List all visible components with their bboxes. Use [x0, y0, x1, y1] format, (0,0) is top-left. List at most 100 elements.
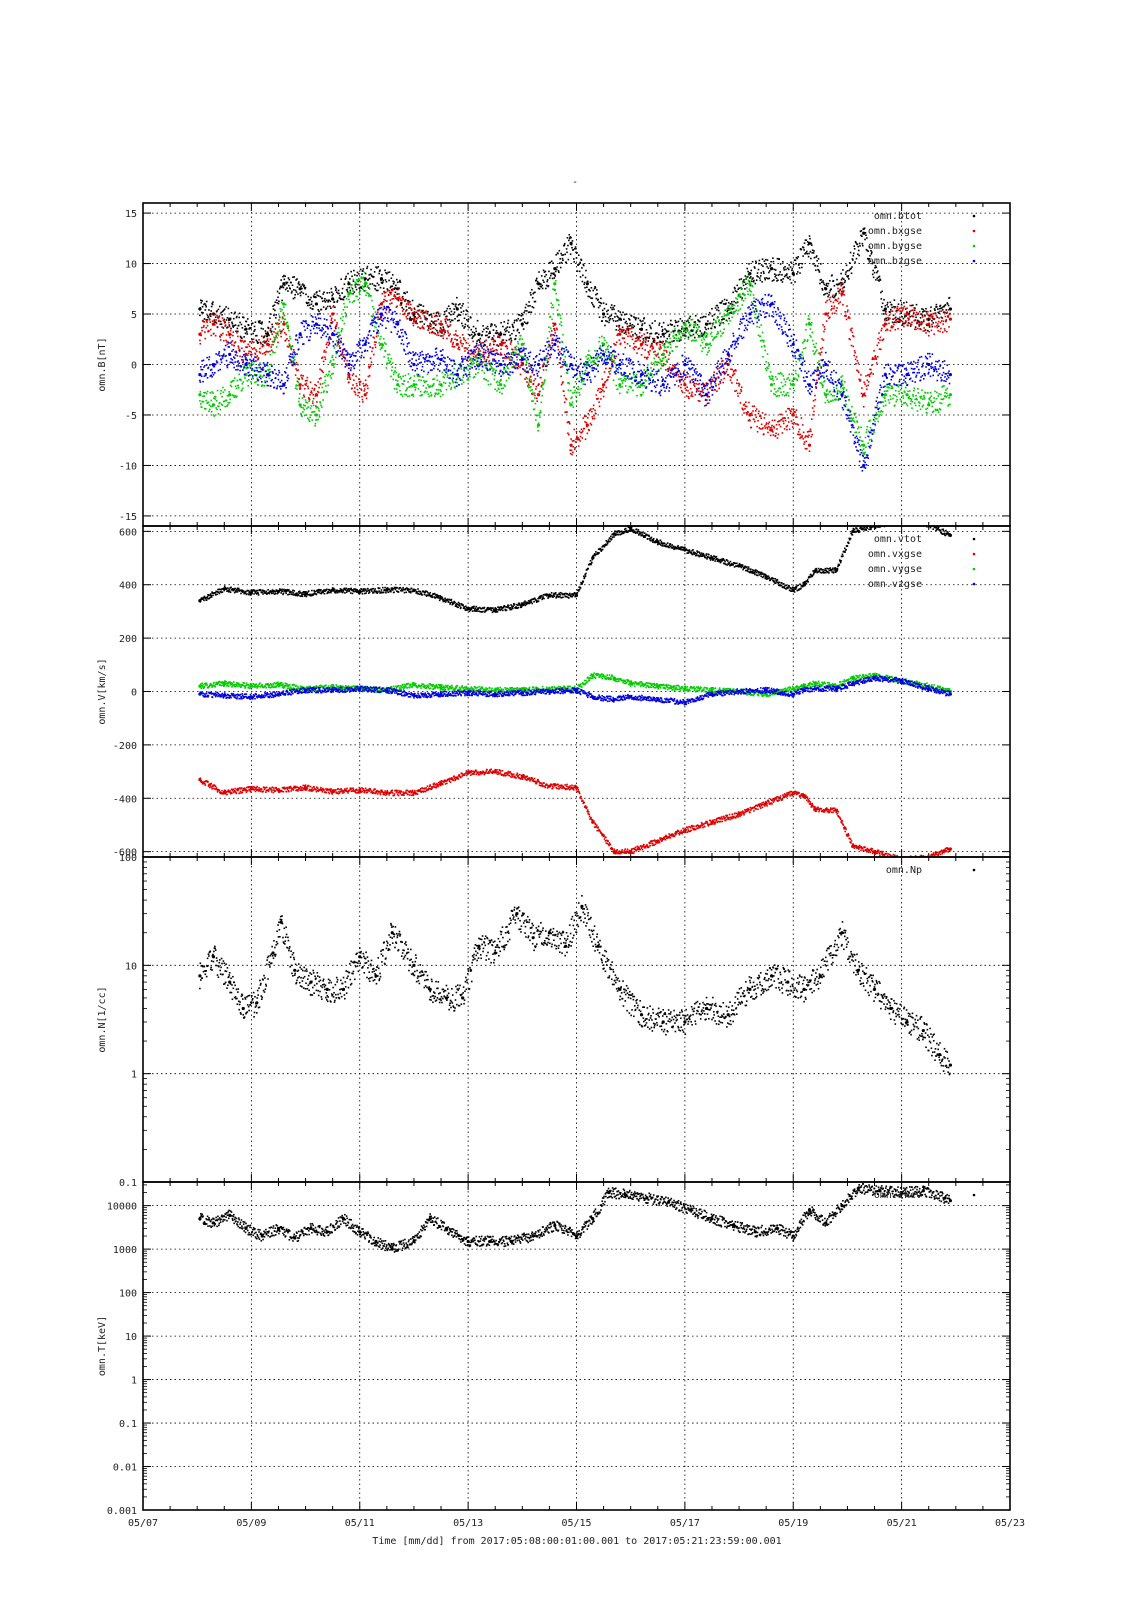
data-dot	[201, 329, 203, 332]
data-dot	[918, 323, 921, 326]
data-dot	[829, 300, 832, 303]
data-dot	[540, 283, 542, 285]
data-dot	[243, 336, 245, 338]
data-dot	[422, 376, 424, 378]
data-dot	[678, 340, 681, 342]
data-dot	[321, 386, 324, 389]
data-dot	[300, 374, 303, 377]
data-dot	[656, 332, 658, 334]
data-dot	[730, 312, 733, 314]
data-dot	[400, 377, 403, 380]
data-dot	[848, 398, 851, 401]
data-dot	[294, 289, 297, 292]
data-dot	[624, 385, 627, 387]
data-dot	[615, 325, 618, 327]
data-dot	[317, 381, 320, 383]
data-dot	[420, 311, 422, 314]
data-dot	[576, 435, 578, 438]
data-dot	[867, 258, 870, 261]
data-dot	[632, 326, 635, 329]
data-dot	[495, 325, 497, 328]
data-dot	[568, 239, 570, 242]
data-dot	[804, 239, 807, 241]
data-dot	[424, 380, 427, 383]
data-dot	[574, 247, 576, 250]
data-dot	[512, 348, 514, 351]
data-dot	[755, 408, 758, 410]
data-dot	[264, 353, 267, 356]
data-dot	[227, 321, 230, 324]
data-dot	[591, 297, 594, 300]
data-dot	[916, 319, 919, 322]
data-dot	[641, 323, 644, 325]
data-dot	[431, 316, 433, 319]
data-dot	[692, 339, 694, 341]
data-dot	[205, 392, 208, 395]
data-dot	[715, 321, 717, 324]
data-dot	[202, 326, 205, 328]
data-dot	[303, 396, 306, 398]
data-dot	[341, 319, 344, 322]
data-dot	[605, 359, 608, 361]
data-dot	[283, 320, 285, 323]
data-dot	[287, 325, 290, 328]
data-dot	[293, 296, 296, 299]
data-dot	[302, 407, 305, 409]
data-dot	[427, 310, 429, 313]
data-dot	[481, 361, 484, 364]
data-dot	[311, 300, 313, 303]
data-dot	[644, 341, 647, 343]
data-dot	[690, 329, 693, 331]
data-dot	[642, 339, 645, 342]
data-dot	[421, 327, 423, 329]
data-dot	[834, 294, 837, 296]
data-dot	[733, 369, 735, 372]
data-dot	[490, 365, 492, 368]
data-dot	[940, 327, 942, 330]
data-dot	[408, 312, 411, 314]
data-dot	[591, 302, 593, 304]
data-dot	[338, 345, 341, 347]
data-dot	[408, 386, 410, 388]
data-dot	[898, 307, 901, 310]
data-dot	[696, 333, 699, 336]
data-dot	[316, 406, 319, 409]
data-dot	[278, 326, 280, 328]
data-dot	[387, 359, 390, 362]
data-dot	[832, 399, 834, 402]
data-dot	[257, 384, 259, 386]
data-dot	[674, 328, 676, 330]
data-dot	[322, 306, 325, 308]
data-dot	[802, 347, 805, 350]
data-dot	[569, 404, 571, 406]
data-dot	[391, 289, 394, 292]
data-dot	[370, 361, 373, 363]
data-dot	[520, 355, 522, 357]
data-dot	[712, 323, 714, 325]
data-dot	[591, 410, 593, 413]
data-dot	[439, 327, 442, 329]
data-dot	[409, 319, 411, 321]
data-dot	[511, 348, 513, 351]
data-dot	[807, 436, 809, 438]
data-dot	[777, 372, 780, 375]
data-dot	[892, 314, 895, 317]
data-dot	[531, 305, 534, 308]
data-dot	[784, 274, 787, 277]
data-dot	[899, 299, 902, 302]
data-dot	[564, 397, 567, 400]
data-dot	[481, 330, 484, 333]
data-dot	[495, 381, 498, 384]
data-dot	[464, 323, 467, 326]
data-dot	[258, 339, 260, 341]
data-dot	[548, 261, 551, 264]
data-dot	[247, 378, 250, 381]
data-dot	[230, 385, 233, 388]
data-dot	[760, 417, 762, 420]
data-dot	[723, 318, 725, 320]
data-dot	[234, 324, 237, 326]
data-dot	[559, 258, 562, 260]
data-dot	[427, 393, 430, 395]
data-dot	[398, 296, 401, 298]
data-dot	[907, 317, 909, 319]
